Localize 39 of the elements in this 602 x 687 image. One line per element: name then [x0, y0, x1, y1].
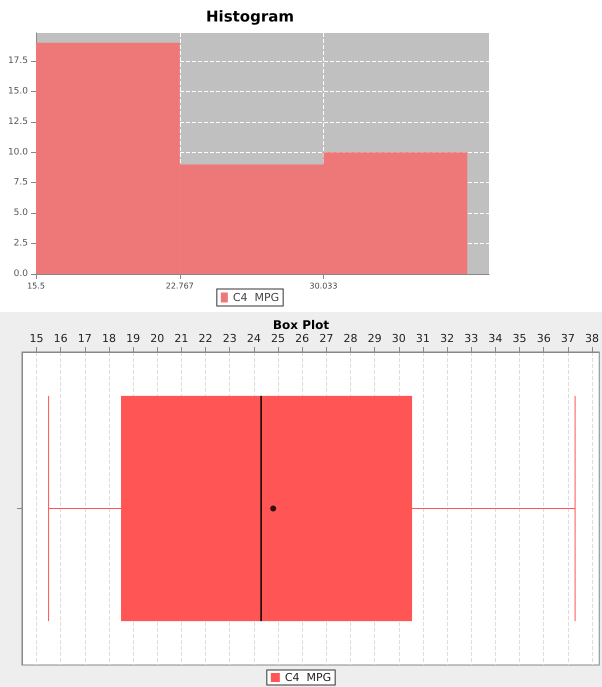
x-tick-label: 26 — [295, 332, 310, 345]
x-tick-label: 19 — [126, 332, 140, 345]
y-tick-label: 5.0 — [14, 208, 28, 218]
y-tick-label: 7.5 — [14, 178, 28, 188]
x-tick-label: 24 — [246, 332, 261, 345]
y-tick-label: 0.0 — [14, 269, 28, 279]
x-tick-label: 33 — [464, 332, 478, 345]
legend-label: C4 MPG — [232, 291, 280, 304]
x-tick-label: 34 — [488, 332, 502, 345]
x-tick-label: 37 — [560, 332, 575, 345]
x-tick-label: 17 — [78, 332, 92, 345]
y-tick-label: 17.5 — [8, 56, 28, 66]
x-tick-label: 15.5 — [27, 282, 45, 290]
x-tick-label: 31 — [416, 332, 430, 345]
legend-label: C4 MPG — [284, 671, 332, 684]
y-tick-label: 12.5 — [8, 116, 28, 127]
x-tick-label: 35 — [512, 332, 527, 345]
y-tick-label: 10.0 — [8, 147, 28, 158]
y-tick-label: 2.5 — [14, 238, 28, 249]
chart-title: Box Plot — [272, 318, 330, 332]
x-tick-label: 22 — [198, 332, 213, 345]
x-tick-label: 29 — [368, 332, 382, 345]
x-tick-label: 25 — [271, 332, 286, 345]
x-tick-label: 20 — [150, 332, 164, 345]
x-tick-label: 36 — [536, 332, 551, 345]
chart-title: Histogram — [206, 8, 294, 26]
x-tick-label: 38 — [585, 332, 599, 345]
x-tick-label: 30.033 — [309, 282, 338, 290]
x-tick-label: 32 — [440, 332, 454, 345]
x-tick-label: 28 — [343, 332, 358, 345]
x-tick-label: 18 — [102, 332, 116, 345]
x-tick-label: 21 — [174, 332, 188, 345]
x-tick-label: 22.767 — [166, 282, 194, 290]
x-tick-label: 15 — [29, 332, 44, 345]
x-tick-label: 23 — [222, 332, 237, 345]
x-tick-label: 30 — [392, 332, 406, 345]
x-tick-label: 16 — [54, 332, 68, 345]
y-tick-label: 15.0 — [8, 86, 28, 96]
x-tick-label: 27 — [319, 332, 334, 345]
